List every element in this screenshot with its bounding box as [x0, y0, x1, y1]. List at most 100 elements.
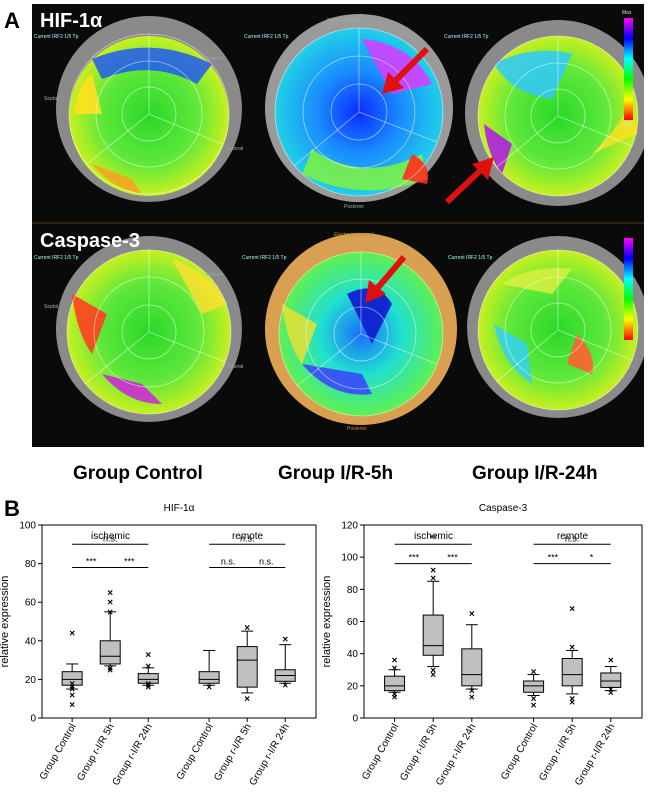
box [422, 614, 444, 656]
outlier-point: × [145, 650, 151, 661]
box [236, 646, 258, 688]
panel-b-letter: B [4, 496, 20, 521]
outlier-point: × [569, 604, 575, 615]
outlier-point: × [145, 661, 151, 672]
arrow-hif-5h [382, 46, 430, 94]
outlier-point: × [69, 700, 75, 711]
box [99, 640, 121, 665]
annot-lateral: Lateral [228, 146, 244, 152]
annot-septal: Septal [44, 304, 59, 310]
annot-septal: Septal [44, 96, 59, 102]
outlier-point: × [569, 694, 575, 705]
map-tag: Current IRF2 1/5 Tp [34, 255, 79, 261]
y-tick-label: 100 [19, 521, 36, 532]
scale-min-label: Min [622, 122, 631, 128]
outlier-point: × [107, 663, 113, 674]
significance-label: *** [548, 553, 559, 563]
map-hif-24h [465, 20, 650, 206]
outlier-point: × [430, 566, 436, 577]
significance-label: n.s. [240, 533, 255, 543]
color-scale-top [624, 18, 633, 120]
group-label-control: Group Control [73, 463, 203, 484]
box [561, 657, 583, 687]
box [600, 672, 622, 688]
outlier-point: × [206, 683, 212, 694]
group-header-ischemic: ischemic [91, 531, 130, 542]
plot-frame [41, 524, 317, 719]
outlier-point: × [69, 629, 75, 640]
annot-posterior: Posterior [344, 204, 365, 210]
y-tick-label: 120 [341, 521, 358, 532]
chart-title: HIF-1α [164, 503, 195, 514]
chart-caspase3: Caspase-3 0 20 40 60 80 100 120 relative express… [322, 503, 643, 788]
group-header-remote: remote [232, 531, 264, 542]
significance-label: n.s. [259, 556, 274, 566]
outlier-point: × [244, 623, 250, 634]
y-tick-label: 80 [347, 585, 359, 596]
chart-title: Caspase-3 [479, 503, 528, 514]
y-tick-label: 0 [352, 714, 358, 725]
map-casp-24h [467, 236, 649, 418]
x-tick-label: Group Control [499, 722, 540, 782]
polar-grid [66, 27, 639, 417]
outlier-point: × [531, 667, 537, 678]
outlier-point: × [469, 609, 475, 620]
group-header-ischemic: ischemic [414, 531, 453, 542]
y-tick-label: 0 [30, 714, 36, 725]
scale-max-label: Max [622, 10, 632, 16]
x-tick-label: Group Control [360, 722, 401, 782]
outlier-point: × [69, 679, 75, 690]
chart-hif1a: HIF-1α 0 20 40 60 80 100 relative expression isc… [0, 503, 317, 788]
plot-frame [363, 524, 643, 719]
outlier-point: × [69, 683, 75, 694]
outlier-point: × [430, 665, 436, 676]
annot-posterior: Posterior [347, 426, 368, 432]
box [461, 648, 483, 687]
y-tick-label: 40 [25, 636, 37, 647]
x-tick-label: Group Control [175, 722, 216, 782]
map-tag: Current IRF2 1/5 Tp [448, 255, 493, 261]
outlier-point: × [392, 656, 398, 667]
box [523, 680, 545, 693]
row-label-caspase: Caspase-3 [40, 230, 141, 252]
map-tag: Current IRF2 1/5 Tp [34, 34, 79, 40]
color-scale-bottom [624, 238, 633, 340]
outlier-point: × [282, 634, 288, 645]
y-tick-label: 60 [25, 598, 37, 609]
outlier-point: × [608, 688, 614, 699]
y-tick-label: 20 [25, 675, 37, 686]
annot-anterior: Anterior [206, 56, 224, 62]
y-axis-label: relative expression [322, 576, 333, 668]
outlier-point: × [531, 694, 537, 705]
polar-maps-svg [32, 14, 650, 425]
x-tick-label: Group r-I/R 24h [248, 722, 292, 788]
annot-electro: Electroanatomical [327, 18, 367, 24]
outlier-point: × [145, 681, 151, 692]
significance-label: *** [447, 553, 458, 563]
y-tick-label: 40 [347, 649, 359, 660]
outlier-point: × [430, 670, 436, 681]
outlier-point: × [469, 686, 475, 697]
outlier-point: × [244, 694, 250, 705]
significance-label: n.s. [565, 533, 580, 543]
y-tick-label: 60 [347, 617, 359, 628]
x-tick-label: Group r-I/R 24h [111, 722, 155, 788]
box [61, 671, 83, 686]
x-tick-label: Group r-I/R 5h [537, 722, 578, 783]
annot-electro: Electroanatomical [334, 232, 374, 238]
significance-label: *** [124, 556, 135, 566]
significance-label: *** [86, 556, 97, 566]
box [198, 671, 220, 684]
y-tick-label: 100 [341, 553, 358, 564]
outlier-point: × [569, 697, 575, 708]
y-tick-label: 80 [25, 559, 37, 570]
map-tag: Current IRF2 1/5 Tp [242, 255, 287, 261]
map-hif-control [56, 16, 242, 202]
group-header-remote: remote [557, 531, 589, 542]
outlier-point: × [531, 701, 537, 712]
significance-label: * [590, 553, 594, 563]
outlier-point: × [69, 690, 75, 701]
box [384, 675, 406, 692]
annot-lateral: Lateral [228, 364, 244, 370]
panel-a-letter: A [4, 8, 20, 33]
